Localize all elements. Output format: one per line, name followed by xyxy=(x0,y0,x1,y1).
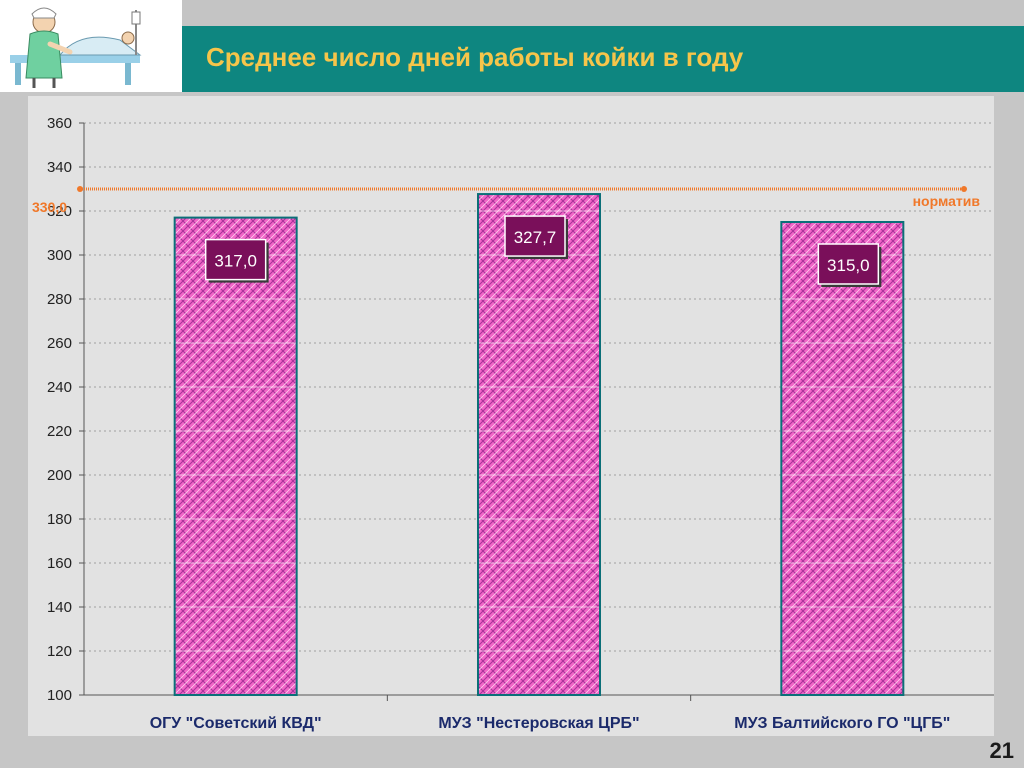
page-number: 21 xyxy=(989,738,1014,763)
bar xyxy=(173,216,298,696)
y-tick-label: 100 xyxy=(47,687,72,704)
y-tick-label: 240 xyxy=(47,379,72,396)
value-label: 315,0 xyxy=(827,256,870,275)
y-tick-label: 340 xyxy=(47,159,72,176)
norm-value-label: 330,0 xyxy=(32,199,67,215)
y-tick-label: 140 xyxy=(47,599,72,616)
x-category-label: МУЗ "Нестеровская ЦРБ" xyxy=(438,715,639,732)
x-category-label: МУЗ Балтийского ГО "ЦГБ" xyxy=(734,715,950,732)
y-tick-label: 260 xyxy=(47,335,72,352)
y-tick-label: 280 xyxy=(47,291,72,308)
value-label: 327,7 xyxy=(514,228,557,247)
y-tick-label: 160 xyxy=(47,555,72,572)
norm-name-label: норматив xyxy=(913,193,981,209)
title-band xyxy=(182,26,1024,92)
x-category-label: ОГУ "Советский КВД" xyxy=(150,715,322,732)
y-tick-label: 120 xyxy=(47,643,72,660)
nurse-illustration xyxy=(0,0,182,92)
y-tick-label: 300 xyxy=(47,247,72,264)
norm-line-start xyxy=(77,186,83,192)
bar xyxy=(477,193,601,696)
norm-line-end xyxy=(961,186,967,192)
value-label-box xyxy=(817,243,880,285)
bar xyxy=(780,221,905,696)
header-top-strip xyxy=(182,0,1024,26)
y-tick-label: 200 xyxy=(47,467,72,484)
y-tick-label: 220 xyxy=(47,423,72,440)
y-tick-label: 360 xyxy=(47,115,72,132)
value-label-box xyxy=(504,215,566,257)
y-tick-label: 180 xyxy=(47,511,72,528)
y-tick-label: 320 xyxy=(47,203,72,220)
value-label: 317,0 xyxy=(214,252,257,271)
bar-chart: 100 120 140 160 180 200 220 240 260 280 300 320 340 3… xyxy=(32,115,994,732)
slide-title: Среднее число дней работы койки в году xyxy=(206,42,744,72)
value-label-box xyxy=(204,238,267,281)
plot-area: 100 120 140 160 180 200 220 240 260 280 300 320 340 3… xyxy=(28,96,994,736)
